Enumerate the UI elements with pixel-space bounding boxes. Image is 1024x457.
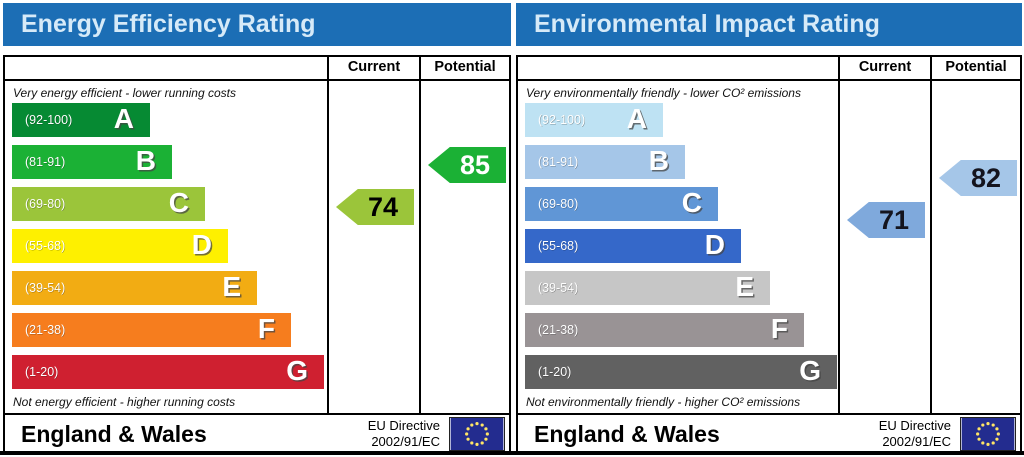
region-label: England & Wales — [534, 420, 720, 447]
energy-panel-title: Energy Efficiency Rating — [3, 3, 511, 46]
band-letter: G — [799, 355, 821, 387]
eu-directive-line2: 2002/91/EC — [371, 434, 440, 449]
band-letter: D — [191, 229, 212, 261]
band-letter: A — [626, 103, 647, 135]
energy-band-area: Very energy efficient - lower running co… — [5, 81, 327, 413]
band-letter: B — [648, 145, 669, 177]
band-range: (1-20) — [538, 365, 572, 379]
band-range: (55-68) — [538, 239, 579, 253]
eu-directive-label: EU Directive 2002/91/EC — [879, 418, 951, 449]
environmental-rating-body: Very environmentally friendly - lower CO… — [518, 81, 1020, 413]
potential-rating-value: 85 — [459, 149, 491, 180]
environmental-rating-table: Current Potential Very environmentally f… — [516, 55, 1022, 455]
band-d: (55-68) D — [12, 229, 228, 263]
band-e: (39-54) E — [525, 271, 770, 305]
band-d: (55-68) D — [525, 229, 741, 263]
band-range: (1-20) — [25, 365, 59, 379]
potential-rating-value: 82 — [970, 162, 1002, 193]
top-note: Very energy efficient - lower running co… — [13, 86, 236, 100]
current-value-column: 74 — [327, 81, 419, 413]
band-letter: E — [735, 271, 754, 303]
eu-directive-label: EU Directive 2002/91/EC — [368, 418, 440, 449]
band-range: (69-80) — [25, 197, 66, 211]
potential-value-column: 82 — [930, 81, 1020, 413]
eu-directive-line1: EU Directive — [367, 418, 440, 434]
band-g: (1-20) G — [12, 355, 324, 389]
spacer-cell — [5, 57, 327, 79]
bottom-border — [0, 451, 1024, 455]
band-range: (21-38) — [25, 323, 66, 337]
current-column-header: Current — [838, 57, 930, 79]
eu-flag-icon — [449, 417, 505, 451]
potential-rating-arrow: 82 — [939, 160, 1017, 196]
eu-directive-line1: EU Directive — [878, 418, 951, 434]
band-e: (39-54) E — [12, 271, 257, 305]
band-letter: G — [286, 355, 308, 387]
band-b: (81-91) B — [12, 145, 172, 179]
potential-rating-arrow: 85 — [428, 147, 506, 183]
band-letter: B — [135, 145, 156, 177]
band-a: (92-100) A — [12, 103, 150, 137]
column-header-row: Current Potential — [5, 57, 509, 81]
current-column-header: Current — [327, 57, 419, 79]
environmental-footer: England & Wales EU Directive 2002/91/EC — [518, 413, 1020, 453]
region-label: England & Wales — [21, 420, 207, 447]
band-range: (21-38) — [538, 323, 579, 337]
band-b: (81-91) B — [525, 145, 685, 179]
environmental-band-area: Very environmentally friendly - lower CO… — [518, 81, 838, 413]
band-c: (69-80) C — [525, 187, 718, 221]
band-range: (55-68) — [25, 239, 66, 253]
eu-directive-line2: 2002/91/EC — [882, 434, 951, 449]
band-range: (81-91) — [538, 155, 579, 169]
environmental-impact-panel: Environmental Impact Rating Current Pote… — [516, 3, 1022, 455]
band-letter: E — [222, 271, 241, 303]
spacer-cell — [518, 57, 838, 79]
current-rating-value: 71 — [878, 204, 910, 235]
band-letter: C — [681, 187, 702, 219]
energy-efficiency-panel: Energy Efficiency Rating Current Potenti… — [3, 3, 511, 455]
band-letter: A — [113, 103, 134, 135]
energy-rating-table: Current Potential Very energy efficient … — [3, 55, 511, 455]
current-rating-arrow: 74 — [336, 189, 414, 225]
band-range: (39-54) — [538, 281, 579, 295]
energy-rating-body: Very energy efficient - lower running co… — [5, 81, 509, 413]
band-c: (69-80) C — [12, 187, 205, 221]
band-f: (21-38) F — [12, 313, 291, 347]
current-rating-value: 74 — [367, 191, 399, 222]
band-letter: F — [257, 313, 275, 345]
band-letter: D — [704, 229, 725, 261]
potential-column-header: Potential — [930, 57, 1020, 79]
band-a: (92-100) A — [525, 103, 663, 137]
eu-flag-icon — [960, 417, 1016, 451]
band-range: (81-91) — [25, 155, 66, 169]
band-range: (39-54) — [25, 281, 66, 295]
environmental-panel-title: Environmental Impact Rating — [516, 3, 1022, 46]
band-letter: C — [168, 187, 189, 219]
band-g: (1-20) G — [525, 355, 837, 389]
energy-footer: England & Wales EU Directive 2002/91/EC — [5, 413, 509, 453]
potential-column-header: Potential — [419, 57, 509, 79]
column-header-row: Current Potential — [518, 57, 1020, 81]
potential-value-column: 85 — [419, 81, 509, 413]
band-f: (21-38) F — [525, 313, 804, 347]
bottom-note: Not energy efficient - higher running co… — [13, 395, 236, 409]
top-note: Very environmentally friendly - lower CO… — [526, 86, 801, 100]
current-rating-arrow: 71 — [847, 202, 925, 238]
band-letter: F — [770, 313, 788, 345]
band-range: (69-80) — [538, 197, 579, 211]
band-range: (92-100) — [25, 113, 73, 127]
current-value-column: 71 — [838, 81, 930, 413]
band-range: (92-100) — [538, 113, 586, 127]
bottom-note: Not environmentally friendly - higher CO… — [526, 395, 801, 409]
